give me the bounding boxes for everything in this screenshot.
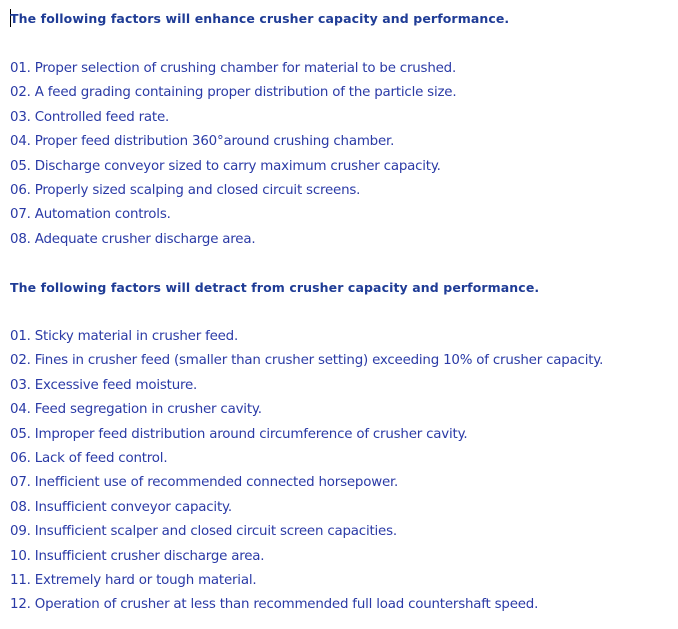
list-item: 05. Improper feed distribution around ci… xyxy=(10,426,468,442)
list-item: 01. Proper selection of crushing chamber… xyxy=(10,61,457,76)
list-item: 07. Inefficient use of recommended conne… xyxy=(10,475,399,491)
list-item: 03. Controlled feed rate. xyxy=(10,109,170,125)
list-item: 04. Feed segregation in crusher cavity. xyxy=(10,402,262,418)
list-item: 11. Extremely hard or tough material. xyxy=(10,572,257,588)
list-item: 10. Insufficient crusher discharge area. xyxy=(10,548,265,564)
list-item: 06. Lack of feed control. xyxy=(10,450,168,466)
list-item: 02. A feed grading containing proper dis… xyxy=(10,85,457,101)
list-item: 01. Sticky material in crusher feed. xyxy=(10,329,239,344)
list-item: 04. Proper feed distribution 360°around … xyxy=(10,134,395,150)
list-item: 08. Insufficient conveyor capacity. xyxy=(10,499,232,515)
list-item: 08. Adequate crusher discharge area. xyxy=(10,231,256,247)
enhance-list: 01. Proper selection of crushing chamber… xyxy=(10,57,457,252)
list-item: 03. Excessive feed moisture. xyxy=(10,377,198,393)
text-cursor xyxy=(10,9,11,27)
list-item: 07. Automation controls. xyxy=(10,207,171,223)
list-item: 05. Discharge conveyor sized to carry ma… xyxy=(10,158,441,174)
detract-heading: The following factors will detract from … xyxy=(10,280,540,295)
enhance-heading: The following factors will enhance crush… xyxy=(10,11,510,26)
list-item: 12. Operation of crusher at less than re… xyxy=(10,597,539,613)
detract-list: 01. Sticky material in crusher feed. 02. … xyxy=(10,325,603,618)
list-item: 02. Fines in crusher feed (smaller than … xyxy=(10,353,604,369)
list-item: 06. Properly sized scalping and closed c… xyxy=(10,182,361,198)
list-item: 09. Insufficient scalper and closed circ… xyxy=(10,524,397,540)
